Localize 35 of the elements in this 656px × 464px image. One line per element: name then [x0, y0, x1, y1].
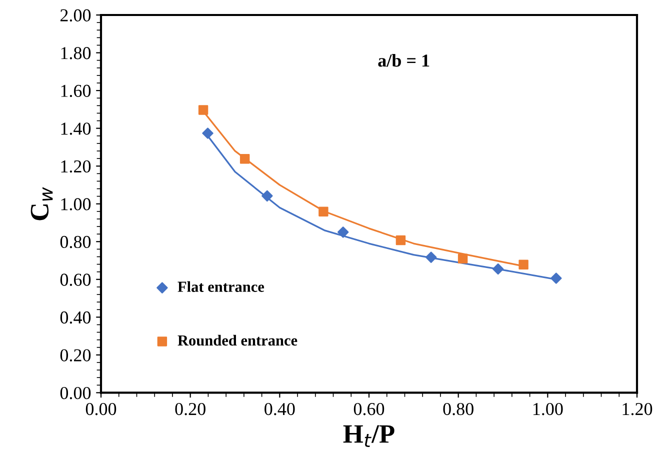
y-tick-label: 0.20: [60, 349, 91, 362]
point: [425, 252, 437, 263]
annotation: a/b = 1: [378, 54, 430, 67]
y-tick-label: 1.40: [61, 122, 91, 135]
point: [458, 254, 468, 264]
y-tick-label: 1.80: [61, 47, 91, 60]
x-tick-label: 1.20: [622, 402, 652, 416]
y-axis-title: C$_{w}$: [30, 187, 53, 220]
point: [202, 128, 214, 139]
x-tick-label: 0.20: [175, 402, 206, 416]
x-tick-label: 0.80: [443, 402, 474, 416]
legend-label: Rounded entrance: [178, 334, 298, 346]
point: [492, 263, 504, 275]
y-tick-label: 0.40: [60, 311, 91, 324]
x-tick-label: 1.00: [533, 402, 563, 416]
point: [262, 190, 273, 202]
y-tick-label: 1.20: [61, 160, 91, 173]
y-tick-label: 2.00: [60, 9, 91, 22]
point: [240, 154, 250, 164]
y-tick-label: 1.60: [61, 84, 91, 98]
x-axis-title: H$_{t}$/P: [343, 425, 394, 447]
y-tick-label: 0.80: [60, 236, 91, 248]
point: [318, 206, 328, 216]
y-tick-label: 1.00: [61, 198, 91, 210]
point: [518, 260, 528, 270]
legend-label: Flat entrance: [178, 281, 264, 292]
x-tick-label: 0.00: [86, 402, 116, 416]
point: [396, 235, 406, 246]
point: [198, 105, 208, 115]
point: [337, 226, 349, 238]
y-tick-label: 0.00: [60, 386, 91, 400]
x-tick-label: 0.40: [264, 402, 295, 416]
point: [550, 272, 562, 284]
x-tick-label: 0.60: [354, 402, 384, 416]
y-tick-label: 0.60: [60, 274, 91, 286]
